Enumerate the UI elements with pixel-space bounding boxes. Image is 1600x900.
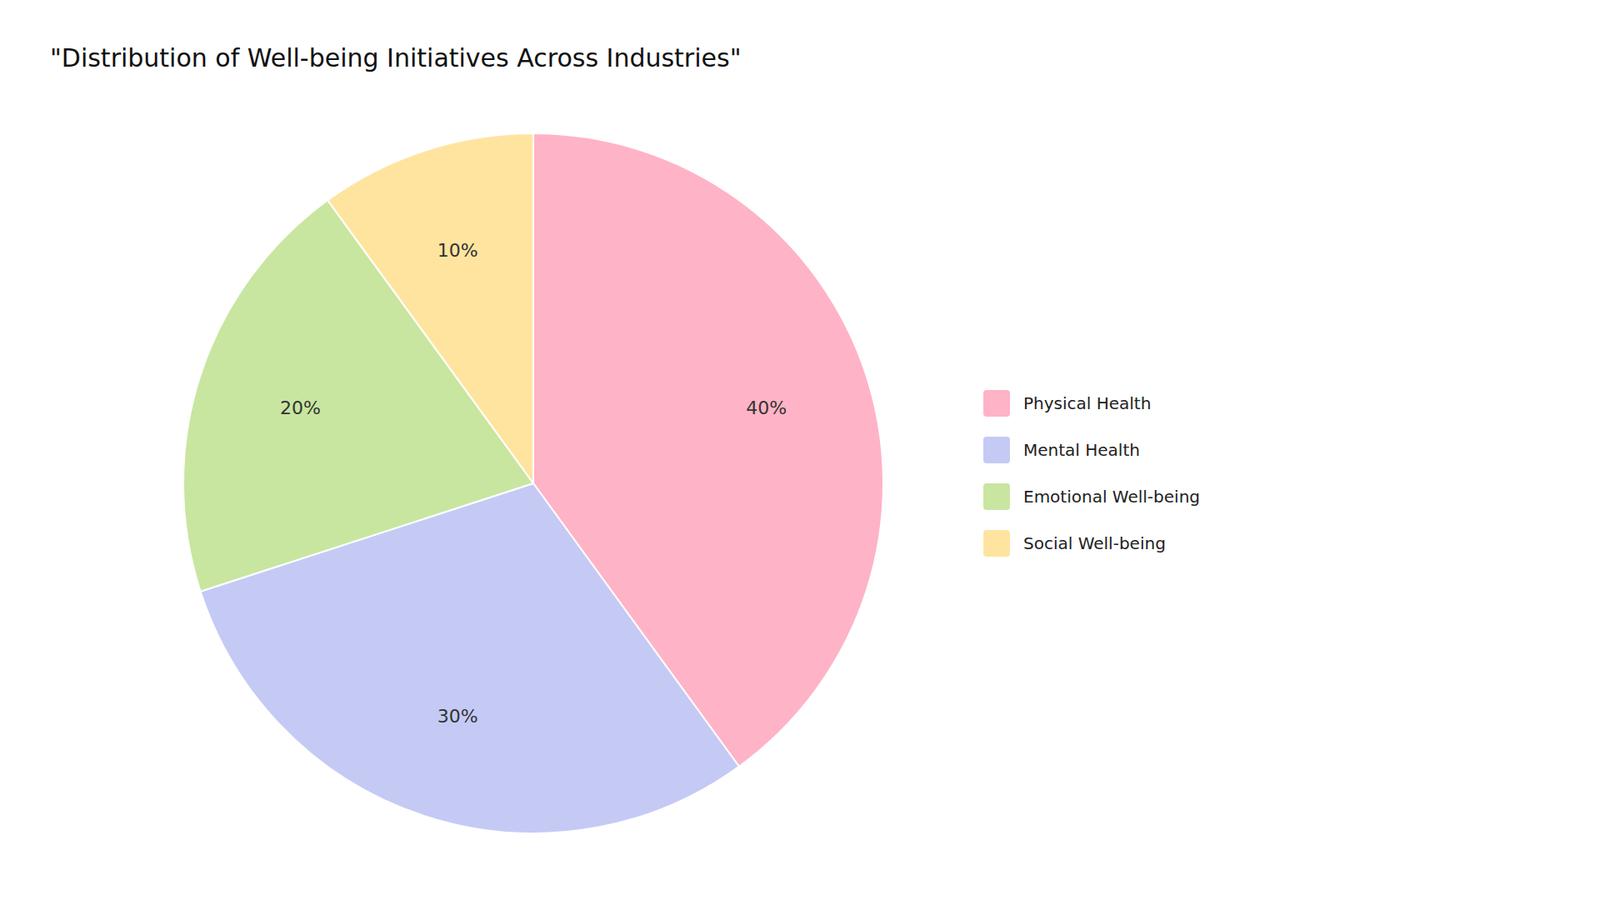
chart: "Distribution of Well-being Initiatives … <box>0 0 1600 900</box>
legend-entry: Emotional Well-being <box>1023 486 1200 507</box>
legend-entry: Social Well-being <box>1023 533 1166 554</box>
pie <box>183 133 884 834</box>
data-label: 20% <box>280 397 321 419</box>
legend-entry: Mental Health <box>1023 440 1140 460</box>
legend: Physical Health Mental Health Emotional We… <box>983 390 1200 557</box>
legend-swatch <box>983 530 1010 557</box>
title: "Distribution of Well-being Initiatives … <box>50 43 741 73</box>
legend-swatch <box>983 483 1010 510</box>
pie-slice <box>327 133 534 484</box>
data-label: 40% <box>745 397 787 419</box>
legend-entry: Physical Health <box>1023 393 1151 414</box>
data-label: 30% <box>437 705 479 727</box>
legend-swatch <box>983 436 1010 464</box>
legend-swatch <box>983 390 1010 417</box>
data-label: 10% <box>437 240 479 261</box>
data-labels: 40% 30% 20% 10% <box>280 240 787 727</box>
